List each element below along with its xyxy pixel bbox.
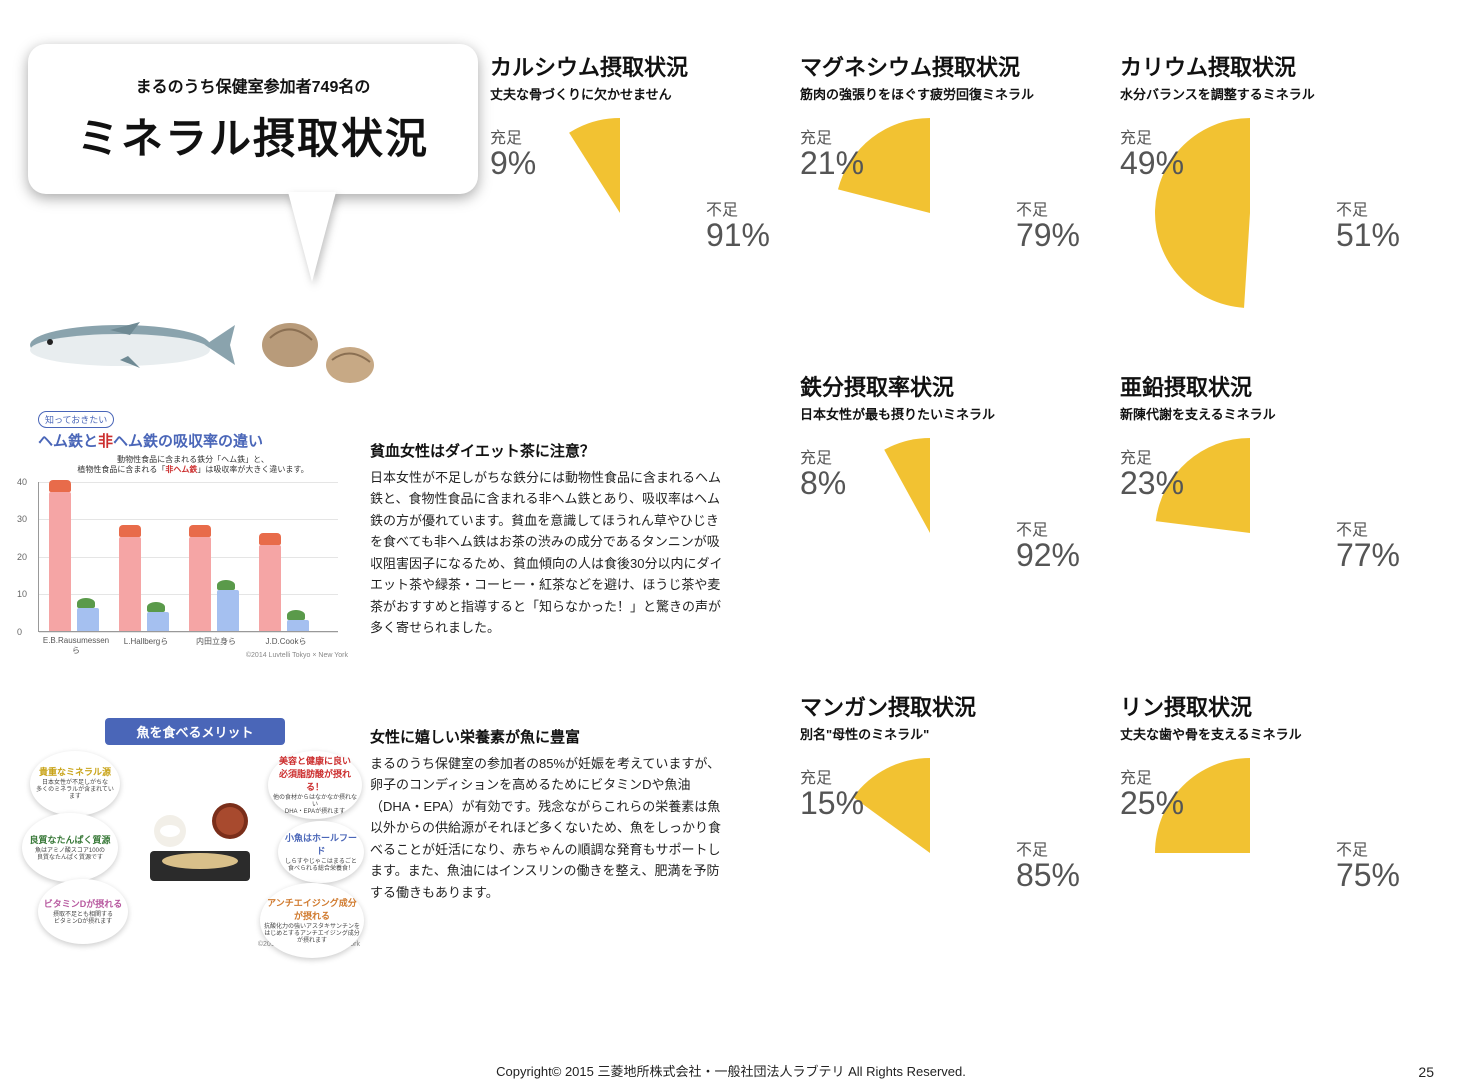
merit-bubble: アンチエイジング成分が摂れる抗酸化力の強いアスタキサンチンをはじめとするアンチエ… [260, 883, 364, 958]
barchart-plot: 010203040E.B.RausumessenらL.Hallbergら内田立身… [38, 482, 338, 632]
title-subtitle: まるのうち保健室参加者749名の [136, 73, 371, 97]
title-callout: まるのうち保健室参加者749名の ミネラル摂取状況 [28, 44, 478, 194]
pie-deficient-label: 不足92% [1016, 523, 1080, 571]
pie-chart: カルシウム摂取状況 丈夫な骨づくりに欠かせません 充足9% 不足91% [490, 50, 790, 323]
barchart-pretitle: 知っておきたい [38, 411, 114, 428]
article-title: 貧血女性はダイエット茶に注意？ [370, 440, 730, 461]
pie-subtitle: 丈夫な歯や骨を支えるミネラル [1120, 724, 1420, 743]
pie-sufficient-label: 充足49% [1120, 131, 1184, 179]
pie-title: 鉄分摂取率状況 [800, 370, 1100, 402]
article-body: 日本女性が不足しがちな鉄分には動物性食品に含まれるヘム鉄と、食物性食品に含まれる… [370, 467, 730, 639]
article-diet-tea: 貧血女性はダイエット茶に注意？ 日本女性が不足しがちな鉄分には動物性食品に含まれ… [370, 440, 730, 639]
merit-bubbles: 貴重なミネラル源日本女性が不足しがちな多くのミネラルが含まれています 美容と健康に… [30, 751, 360, 941]
pie-subtitle: 水分バランスを調整するミネラル [1120, 84, 1420, 103]
pie-title: リン摂取状況 [1120, 690, 1420, 722]
pie-title: カリウム摂取状況 [1120, 50, 1420, 82]
pie-chart: マンガン摂取状況 別名"母性のミネラル" 充足15% 不足85% [800, 690, 1100, 963]
copyright-footer: Copyright© 2015 三菱地所株式会社・一般社団法人ラブテリ All … [0, 1061, 1462, 1080]
pie-subtitle: 丈夫な骨づくりに欠かせません [490, 84, 790, 103]
fish-merit-infographic: 魚を食べるメリット 貴重なミネラル源日本女性が不足しがちな多くのミネラルが含まれ… [30, 718, 360, 958]
page-number: 25 [1418, 1064, 1434, 1080]
pie-chart: 亜鉛摂取状況 新陳代謝を支えるミネラル 充足23% 不足77% [1120, 370, 1420, 643]
merit-bubble: 美容と健康に良い必須脂肪酸が摂れる！他の食材からはなかなか摂れないDHA・EPA… [268, 751, 362, 819]
pie-sufficient-label: 充足25% [1120, 771, 1184, 819]
pie-deficient-label: 不足77% [1336, 523, 1400, 571]
shell-icon [262, 323, 374, 383]
article-body: まるのうち保健室の参加者の85%が妊娠を考えていますが、卵子のコンディションを高… [370, 753, 730, 903]
pie-chart: カリウム摂取状況 水分バランスを調整するミネラル 充足49% 不足51% [1120, 50, 1420, 323]
pie-deficient-label: 不足51% [1336, 203, 1400, 251]
barchart-subtitle: 動物性食品に含まれる鉄分「ヘム鉄」と、植物性食品に含まれる「非ヘム鉄」は吸収率が… [38, 455, 348, 476]
pie-subtitle: 筋肉の強張りをほぐす疲労回復ミネラル [800, 84, 1100, 103]
food-illustration [20, 300, 380, 390]
merit-bubble: 貴重なミネラル源日本女性が不足しがちな多くのミネラルが含まれています [30, 751, 120, 816]
merit-bubble: 小魚はホールフードしらすやじゃこはまるごと食べられる総合栄養食！ [278, 821, 364, 883]
pie-title: マンガン摂取状況 [800, 690, 1100, 722]
merit-bubble: ビタミンDが摂れる摂取不足とも相関するビタミンDが摂れます [38, 879, 128, 944]
pie-deficient-label: 不足91% [706, 203, 770, 251]
article-fish-nutrients: 女性に嬉しい栄養素が魚に豊富 まるのうち保健室の参加者の85%が妊娠を考えていま… [370, 726, 730, 903]
merit-bubble: 良質なたんぱく質源魚はアミノ酸スコア100の良質なたんぱく質源です [22, 813, 118, 882]
article-title: 女性に嬉しい栄養素が魚に豊富 [370, 726, 730, 747]
pie-sufficient-label: 充足9% [490, 131, 536, 179]
heme-iron-barchart: 知っておきたい ヘム鉄と非ヘム鉄の吸収率の違い 動物性食品に含まれる鉄分「ヘム鉄… [38, 410, 348, 670]
pie-deficient-label: 不足79% [1016, 203, 1080, 251]
title-main: ミネラル摂取状況 [77, 105, 429, 166]
pie-chart: リン摂取状況 丈夫な歯や骨を支えるミネラル 充足25% 不足75% [1120, 690, 1420, 963]
pie-chart: 鉄分摂取率状況 日本女性が最も摂りたいミネラル 充足8% 不足92% [800, 370, 1100, 643]
pie-subtitle: 新陳代謝を支えるミネラル [1120, 404, 1420, 423]
pie-sufficient-label: 充足8% [800, 451, 846, 499]
pie-title: マグネシウム摂取状況 [800, 50, 1100, 82]
pie-sufficient-label: 充足15% [800, 771, 864, 819]
fish-meal-icon [140, 781, 260, 901]
pie-sufficient-label: 充足23% [1120, 451, 1184, 499]
pie-subtitle: 別名"母性のミネラル" [800, 724, 1100, 743]
pie-subtitle: 日本女性が最も摂りたいミネラル [800, 404, 1100, 423]
fish-icon [30, 322, 235, 368]
merit-title: 魚を食べるメリット [105, 718, 285, 745]
pie-chart: マグネシウム摂取状況 筋肉の強張りをほぐす疲労回復ミネラル 充足21% 不足79… [800, 50, 1100, 323]
pie-deficient-label: 不足75% [1336, 843, 1400, 891]
pie-deficient-label: 不足85% [1016, 843, 1080, 891]
pie-title: 亜鉛摂取状況 [1120, 370, 1420, 402]
pie-title: カルシウム摂取状況 [490, 50, 790, 82]
barchart-title: ヘム鉄と非ヘム鉄の吸収率の違い [38, 430, 348, 451]
pie-sufficient-label: 充足21% [800, 131, 864, 179]
